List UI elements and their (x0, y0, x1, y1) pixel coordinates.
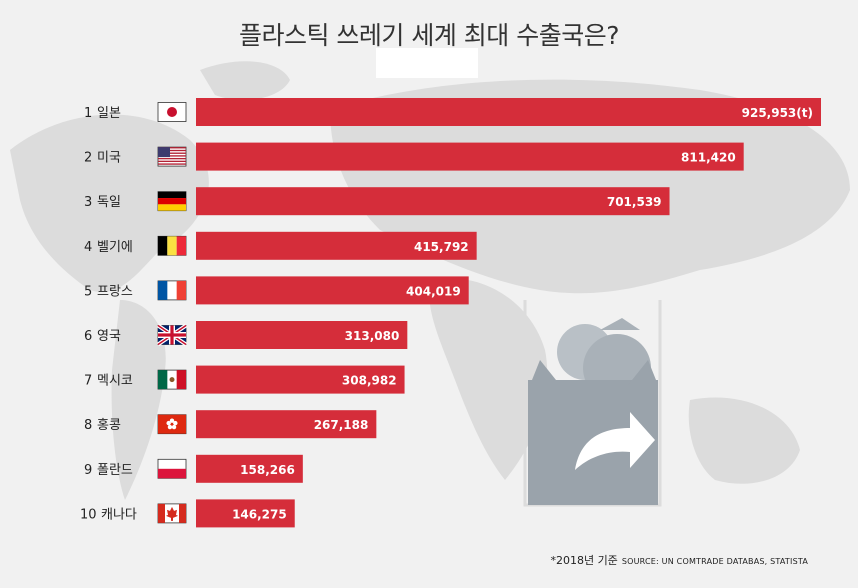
value-label: 146,275 (232, 507, 287, 521)
bar (196, 231, 477, 260)
rank-label: 1 (84, 106, 92, 121)
footnote: *2018년 기준 (550, 554, 618, 567)
country-label: 벨기에 (97, 240, 133, 255)
bar (196, 365, 405, 394)
rank-label: 4 (84, 240, 92, 255)
value-label: 158,266 (240, 463, 295, 477)
country-label: 미국 (97, 151, 121, 166)
rank-label: 3 (84, 195, 92, 210)
bar (196, 321, 408, 349)
country-label: 멕시코 (97, 374, 133, 389)
bar-row: 9 폴란드 158,266 (84, 454, 303, 483)
flag-japan-icon (157, 102, 187, 122)
rank-label: 7 (84, 374, 92, 389)
bar (196, 187, 670, 216)
value-label: 313,080 (345, 329, 400, 343)
bar (196, 410, 377, 439)
rank-label: 8 (84, 418, 92, 433)
flag-usa-icon (157, 146, 187, 167)
rank-label: 10 (80, 507, 97, 522)
bar-row: 5 프랑스 404,019 (84, 276, 469, 305)
source-note: *2018년 기준 SOURCE: UN COMTRADE DATABAS, ST… (550, 552, 808, 568)
chart-title: 플라스틱 쓰레기 세계 최대 수출국은? (238, 21, 620, 50)
value-label: 308,982 (342, 374, 397, 388)
value-label: 925,953(t) (742, 106, 813, 120)
bar (196, 454, 303, 483)
rank-label: 2 (84, 151, 92, 166)
country-label: 홍콩 (97, 418, 121, 433)
export-trash-bag-icon (523, 300, 662, 507)
title-underlay (376, 48, 478, 78)
bar-row: 1 일본 925,953(t) (84, 98, 821, 126)
bar-row: 8 홍콩 267,188 (84, 410, 377, 439)
bar-row: 2 미국 811,420 (84, 142, 744, 171)
country-label: 일본 (97, 106, 121, 121)
flag-canada-icon (157, 503, 187, 524)
flag-germany-icon (157, 191, 187, 212)
bar-row: 4 벨기에 415,792 (84, 231, 477, 260)
country-label: 폴란드 (97, 463, 133, 478)
value-label: 811,420 (681, 151, 736, 165)
country-label: 독일 (97, 195, 121, 210)
country-label: 캐나다 (101, 507, 137, 522)
country-label: 영국 (97, 329, 121, 344)
value-label: 415,792 (414, 240, 469, 254)
flag-uk-icon (156, 323, 188, 347)
country-label: 프랑스 (97, 284, 133, 299)
flag-france-icon (157, 280, 187, 301)
value-label: 267,188 (314, 418, 369, 432)
value-label: 404,019 (406, 284, 461, 298)
rank-label: 5 (84, 284, 92, 299)
bar-row: 7 멕시코 308,982 (84, 365, 405, 394)
rank-label: 6 (84, 329, 92, 344)
source-text: SOURCE: UN COMTRADE DATABAS, STATISTA (621, 557, 808, 566)
flag-hongkong-icon (157, 414, 187, 435)
bar (196, 276, 469, 305)
value-label: 701,539 (607, 195, 662, 209)
bar-row: 6 영국 313,080 (84, 321, 408, 349)
bar (196, 98, 821, 126)
bar (196, 142, 744, 171)
bar-row: 3 독일 701,539 (84, 187, 670, 216)
flag-mexico-icon (157, 369, 187, 390)
flag-poland-icon (157, 458, 187, 479)
bar-row: 10 캐나다 146,275 (80, 499, 295, 528)
bar (196, 499, 295, 528)
rank-label: 9 (84, 463, 92, 478)
flag-belgium-icon (157, 235, 187, 256)
